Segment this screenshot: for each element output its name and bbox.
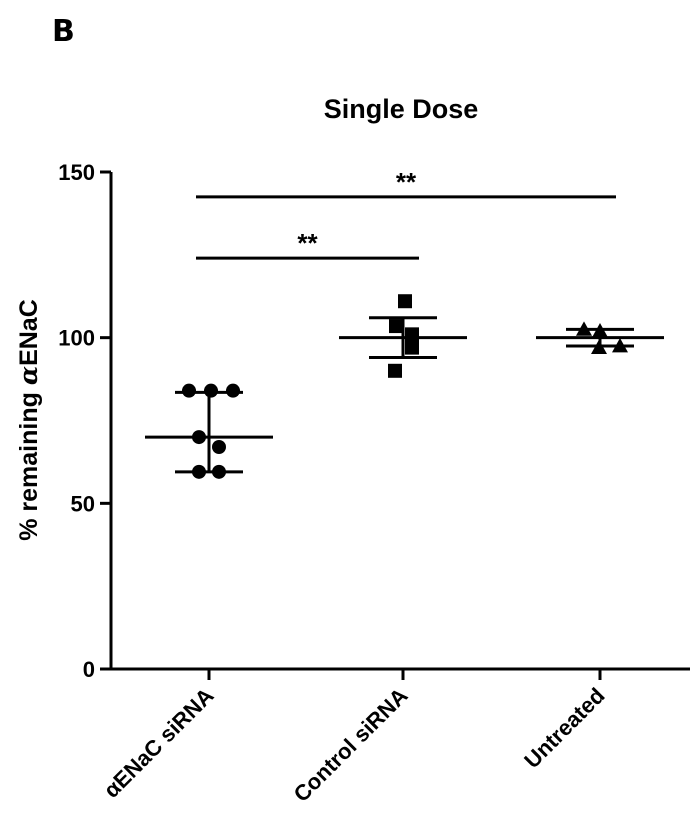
y-axis-label-greek: α (14, 366, 43, 385)
data-point-circle (192, 464, 206, 479)
y-axis-label: % remaining αENaC (14, 299, 43, 541)
data-point-square (398, 294, 412, 309)
x-tick-label: Control siRNA (289, 683, 413, 807)
x-tick-label: αENaC siRNA (99, 683, 219, 803)
data-point-square (405, 340, 419, 355)
data-point-circle (226, 383, 240, 398)
y-tick-label: 50 (71, 491, 95, 516)
x-tick-label: Untreated (519, 683, 609, 773)
panel-label: B (52, 14, 75, 49)
significance-label: ** (297, 228, 318, 258)
data-point-triangle (612, 337, 628, 353)
data-point-triangle (592, 323, 608, 338)
data-point-square (389, 319, 403, 334)
y-tick-label: 0 (83, 657, 95, 682)
y-tick-label: 100 (58, 326, 95, 351)
data-point-circle (182, 383, 196, 398)
data-point-square (405, 327, 419, 342)
data-point-circle (212, 464, 226, 479)
y-tick-label: 150 (58, 160, 95, 185)
data-point-triangle (591, 339, 607, 355)
significance-label: ** (396, 167, 417, 197)
data-point-triangle (576, 321, 592, 336)
data-point-circle (192, 430, 206, 445)
data-point-circle (204, 383, 218, 398)
data-point-square (388, 363, 402, 378)
data-point-circle (212, 440, 226, 455)
chart-title: Single Dose (324, 94, 479, 124)
